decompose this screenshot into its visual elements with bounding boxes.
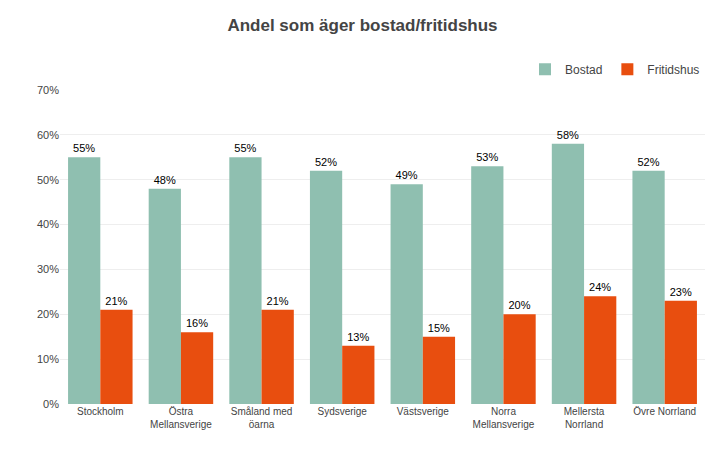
svg-text:Småland medöarna: Småland medöarna bbox=[231, 406, 293, 430]
svg-text:30%: 30% bbox=[37, 263, 59, 275]
svg-text:20%: 20% bbox=[508, 299, 530, 311]
svg-text:10%: 10% bbox=[37, 353, 59, 365]
svg-text:Bostad: Bostad bbox=[565, 63, 602, 77]
svg-text:21%: 21% bbox=[105, 295, 127, 307]
svg-text:55%: 55% bbox=[234, 142, 256, 154]
svg-text:49%: 49% bbox=[396, 169, 418, 181]
svg-text:58%: 58% bbox=[557, 129, 579, 141]
svg-text:23%: 23% bbox=[670, 286, 692, 298]
svg-text:Stockholm: Stockholm bbox=[77, 406, 124, 417]
svg-text:Fritidshus: Fritidshus bbox=[647, 63, 699, 77]
svg-text:0%: 0% bbox=[43, 398, 59, 410]
svg-text:Västsverige: Västsverige bbox=[397, 406, 450, 417]
svg-text:48%: 48% bbox=[154, 174, 176, 186]
svg-text:40%: 40% bbox=[37, 218, 59, 230]
svg-text:MellerstaNorrland: MellerstaNorrland bbox=[564, 406, 605, 430]
svg-text:24%: 24% bbox=[589, 281, 611, 293]
svg-text:ÖstraMellansverige: ÖstraMellansverige bbox=[150, 406, 212, 430]
svg-text:Sydsverige: Sydsverige bbox=[317, 406, 367, 417]
svg-text:NorraMellansverige: NorraMellansverige bbox=[473, 406, 535, 430]
svg-text:21%: 21% bbox=[267, 295, 289, 307]
svg-text:16%: 16% bbox=[186, 317, 208, 329]
svg-text:52%: 52% bbox=[315, 156, 337, 168]
svg-text:52%: 52% bbox=[637, 156, 659, 168]
svg-text:Andel som äger bostad/fritidsh: Andel som äger bostad/fritidshus bbox=[227, 16, 497, 35]
svg-text:55%: 55% bbox=[73, 142, 95, 154]
svg-text:50%: 50% bbox=[37, 174, 59, 186]
svg-text:20%: 20% bbox=[37, 308, 59, 320]
svg-text:53%: 53% bbox=[476, 151, 498, 163]
svg-text:15%: 15% bbox=[428, 322, 450, 334]
svg-text:60%: 60% bbox=[37, 129, 59, 141]
svg-text:70%: 70% bbox=[37, 84, 59, 96]
svg-text:13%: 13% bbox=[347, 331, 369, 343]
svg-text:Övre Norrland: Övre Norrland bbox=[633, 406, 696, 417]
